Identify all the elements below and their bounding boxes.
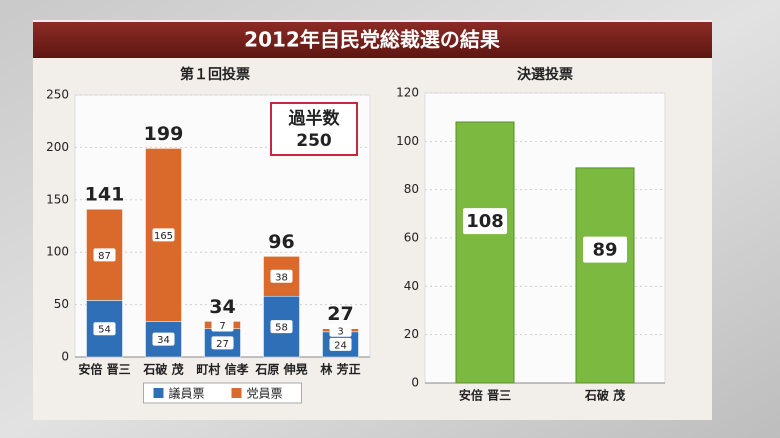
x-tick-label: 安倍 晋三: [78, 362, 130, 377]
chart-title: 決選投票: [517, 66, 573, 83]
chart-title: 第１回投票: [180, 66, 250, 83]
value-label-box: [211, 336, 234, 350]
total-label: 34: [209, 296, 235, 318]
total-label: 199: [144, 123, 184, 145]
total-label: 27: [327, 303, 353, 325]
total-label: 96: [268, 231, 294, 253]
value-label: 24: [334, 340, 347, 351]
value-label: 3: [337, 326, 343, 337]
value-label-box: [270, 320, 293, 334]
value-label-box: [93, 248, 116, 262]
bar-segment: [86, 208, 123, 301]
y-tick-label: 250: [46, 88, 69, 102]
x-tick-label: 石破 茂: [142, 362, 183, 377]
y-tick-label: 80: [404, 182, 419, 196]
legend-label: 党員票: [247, 386, 283, 401]
page-title: 2012年自民党総裁選の結果: [244, 28, 500, 52]
value-label: 165: [154, 231, 173, 242]
annotation-label: 過半数: [289, 108, 341, 129]
y-tick-label: 0: [61, 350, 69, 364]
y-tick-label: 100: [46, 245, 69, 259]
annotation-box: [270, 102, 358, 156]
value-label: 27: [216, 339, 229, 350]
value-label-box: [463, 208, 507, 235]
x-tick-label: 石破 茂: [584, 388, 625, 403]
value-label: 7: [219, 321, 225, 332]
legend-label: 議員票: [169, 387, 205, 401]
y-tick-label: 60: [404, 231, 419, 245]
value-label: 54: [98, 325, 111, 336]
value-label-box: [152, 332, 175, 346]
x-tick-label: 石原 伸晃: [254, 362, 307, 377]
value-label: 87: [98, 251, 111, 262]
value-label: 38: [275, 272, 288, 283]
y-tick-label: 120: [396, 86, 419, 100]
value-label-box: [152, 228, 175, 242]
y-tick-label: 0: [411, 376, 419, 390]
value-label-box: [93, 322, 116, 336]
value-label-box: [270, 269, 293, 283]
x-tick-label: 林 芳正: [320, 362, 360, 377]
y-tick-label: 200: [46, 140, 69, 154]
title-bar: [33, 22, 712, 58]
bar: [575, 167, 635, 384]
y-tick-label: 50: [54, 297, 69, 311]
y-tick-label: 150: [46, 192, 69, 206]
annotation-value: 250: [296, 131, 332, 151]
x-tick-label: 安倍 晋三: [459, 388, 511, 403]
value-label-box: [583, 236, 627, 263]
legend-swatch: [231, 388, 242, 398]
value-label: 108: [466, 211, 504, 232]
total-label: 141: [85, 184, 125, 206]
value-label-box: [329, 323, 352, 337]
value-label: 58: [275, 323, 288, 334]
legend-box: [143, 382, 302, 404]
value-label-box: [211, 318, 234, 332]
x-tick-label: 町村 信孝: [196, 362, 248, 377]
value-label: 34: [157, 335, 170, 346]
value-label: 89: [592, 240, 617, 261]
y-tick-label: 20: [404, 327, 419, 341]
y-tick-label: 100: [396, 134, 419, 148]
bar: [455, 121, 515, 384]
y-tick-label: 40: [404, 279, 419, 293]
value-label-box: [329, 337, 352, 351]
legend-swatch: [153, 388, 164, 398]
